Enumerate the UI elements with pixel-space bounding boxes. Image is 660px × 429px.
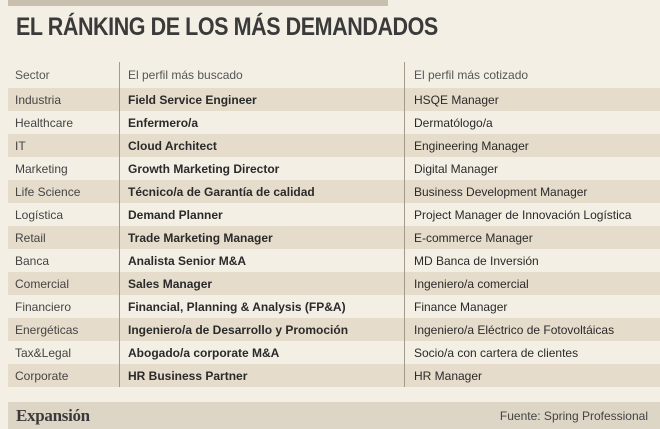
cell-best-paid: Ingeniero/a Eléctrico de Fotovoltáicas bbox=[404, 318, 660, 341]
header-sector: Sector bbox=[15, 68, 50, 82]
cell-most-sought: Abogado/a corporate M&A bbox=[119, 341, 405, 364]
cell-sector: Industria bbox=[8, 88, 120, 111]
cell-sector: Energéticas bbox=[8, 318, 120, 341]
header-most-sought: El perfil más buscado bbox=[119, 62, 405, 88]
cell-most-sought: Cloud Architect bbox=[119, 134, 405, 157]
cell-sector: Financiero bbox=[8, 295, 120, 318]
cell-sector: Marketing bbox=[8, 157, 120, 180]
table-row: Banca Analista Senior M&A MD Banca de Inve… bbox=[8, 249, 660, 272]
table-row: Financiero Financial, Planning & Analysis… bbox=[8, 295, 660, 318]
cell-best-paid: MD Banca de Inversión bbox=[404, 249, 660, 272]
table-row: Industria Field Service Engineer HSQE Mana… bbox=[8, 88, 660, 111]
cell-most-sought: Sales Manager bbox=[119, 272, 405, 295]
cell-most-sought: Ingeniero/a de Desarrollo y Promoción bbox=[119, 318, 405, 341]
ranking-table: Sector El perfil más buscado El perfil m… bbox=[8, 62, 660, 387]
cell-sector: Tax&Legal bbox=[8, 341, 120, 364]
cell-most-sought: Demand Planner bbox=[119, 203, 405, 226]
cell-best-paid: Socio/a con cartera de clientes bbox=[404, 341, 660, 364]
table-row: Tax&Legal Abogado/a corporate M&A Socio/a … bbox=[8, 341, 660, 364]
cell-best-paid: HR Manager bbox=[404, 364, 660, 387]
table-row: Energéticas Ingeniero/a de Desarrollo y P… bbox=[8, 318, 660, 341]
cell-best-paid: Dermatólogo/a bbox=[404, 111, 660, 134]
brand-logo: Expansión bbox=[16, 406, 90, 425]
cell-best-paid: Finance Manager bbox=[404, 295, 660, 318]
table-row: Healthcare Enfermero/a Dermatólogo/a bbox=[8, 111, 660, 134]
table-row: Retail Trade Marketing Manager E-commerce … bbox=[8, 226, 660, 249]
table-row: Corporate HR Business Partner HR Manager bbox=[8, 364, 660, 387]
cell-best-paid: E-commerce Manager bbox=[404, 226, 660, 249]
table-row: Comercial Sales Manager Ingeniero/a comerc… bbox=[8, 272, 660, 295]
header-best-paid: El perfil más cotizado bbox=[404, 62, 660, 88]
cell-best-paid: Business Development Manager bbox=[404, 180, 660, 203]
table-row: Logística Demand Planner Project Manager d… bbox=[8, 203, 660, 226]
cell-sector: Logística bbox=[8, 203, 120, 226]
cell-sector: Banca bbox=[8, 249, 120, 272]
cell-most-sought: Field Service Engineer bbox=[119, 88, 405, 111]
page-title: EL RÁNKING DE LOS MÁS DEMANDADOS bbox=[16, 13, 438, 41]
cell-sector: Comercial bbox=[8, 272, 120, 295]
cell-sector: Retail bbox=[8, 226, 120, 249]
table-row: Life Science Técnico/a de Garantía de cal… bbox=[8, 180, 660, 203]
top-rule bbox=[8, 0, 388, 6]
cell-best-paid: HSQE Manager bbox=[404, 88, 660, 111]
cell-most-sought: Financial, Planning & Analysis (FP&A) bbox=[119, 295, 405, 318]
cell-most-sought: Analista Senior M&A bbox=[119, 249, 405, 272]
cell-best-paid: Digital Manager bbox=[404, 157, 660, 180]
cell-most-sought: HR Business Partner bbox=[119, 364, 405, 387]
table-row: IT Cloud Architect Engineering Manager bbox=[8, 134, 660, 157]
table-row: Marketing Growth Marketing Director Digita… bbox=[8, 157, 660, 180]
footer: Expansión Fuente: Spring Professional bbox=[8, 402, 660, 429]
cell-best-paid: Ingeniero/a comercial bbox=[404, 272, 660, 295]
cell-most-sought: Técnico/a de Garantía de calidad bbox=[119, 180, 405, 203]
cell-sector: Corporate bbox=[8, 364, 120, 387]
cell-most-sought: Growth Marketing Director bbox=[119, 157, 405, 180]
cell-best-paid: Project Manager de Innovación Logística bbox=[404, 203, 660, 226]
table-header-row: Sector El perfil más buscado El perfil m… bbox=[8, 62, 660, 88]
cell-most-sought: Enfermero/a bbox=[119, 111, 405, 134]
cell-most-sought: Trade Marketing Manager bbox=[119, 226, 405, 249]
cell-sector: IT bbox=[8, 134, 120, 157]
cell-sector: Healthcare bbox=[8, 111, 120, 134]
cell-best-paid: Engineering Manager bbox=[404, 134, 660, 157]
cell-sector: Life Science bbox=[8, 180, 120, 203]
source-note: Fuente: Spring Professional bbox=[499, 409, 648, 423]
